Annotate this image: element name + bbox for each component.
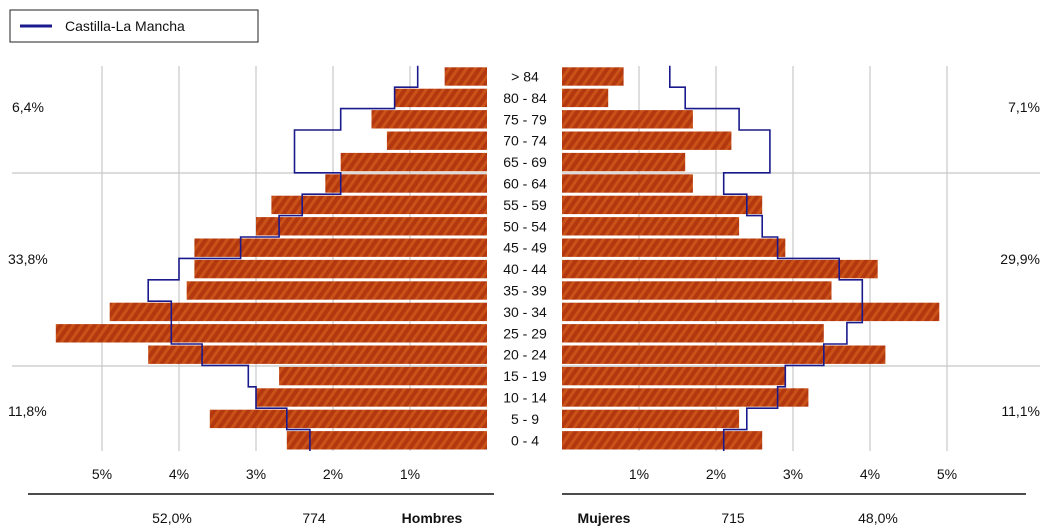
left-old-percent: 6,4% [12,99,44,115]
mujeres-bar-4 [562,345,886,364]
mujeres-bar-2 [562,388,809,407]
hombres-bar-17 [444,67,487,86]
x-tick-label-left: 3% [246,466,266,482]
mujeres-bar-13 [562,152,686,172]
x-tick-label-right: 2% [706,466,726,482]
mujeres-bar-1 [562,409,740,429]
hombres-bar-7 [186,281,487,300]
hombres-bar-15 [371,110,487,129]
left-middle-percent: 33,8% [8,251,48,267]
x-tick-label-right: 1% [629,466,649,482]
hombres-bar-11 [271,195,487,215]
mujeres-bar-0 [562,431,763,450]
mujeres-bar-12 [562,174,693,193]
age-group-labels: 0 - 4 5 - 9 10 - 14 15 - 19 20 - 24 25 - 29 30… [503,69,547,449]
group-percent-labels: 6,4% 33,8% 11,8% 7,1% 29,9% 11,1% [8,99,1040,419]
region-line-hombres [147,65,419,451]
hombres-bar-3 [279,366,487,386]
hombres-bar-16 [394,88,487,108]
hombres-bar-1 [209,409,488,429]
mujeres-percent: 48,0% [858,510,898,526]
mujeres-bar-14 [562,131,732,150]
mujeres-bar-5 [562,324,824,343]
hombres-bars [55,67,488,450]
age-group-label: 25 - 29 [503,325,547,341]
age-group-label: 40 - 44 [503,261,547,277]
age-group-label: 60 - 64 [503,176,547,192]
age-group-label: 10 - 14 [503,390,547,406]
age-group-label: 50 - 54 [503,218,547,234]
x-tick-label-right: 3% [783,466,803,482]
legend-label: Castilla-La Mancha [65,18,185,34]
age-group-label: 20 - 24 [503,347,547,363]
age-group-label: 70 - 74 [503,133,547,149]
mujeres-bar-8 [562,259,878,279]
age-group-label: 65 - 69 [503,154,547,170]
mujeres-bar-11 [562,195,763,215]
hombres-bar-10 [256,217,487,236]
age-group-label: 55 - 59 [503,197,547,213]
mujeres-bars [562,67,940,450]
x-tick-label-left: 5% [92,466,112,482]
hombres-bar-5 [55,324,488,343]
left-young-percent: 11,8% [8,403,47,419]
age-group-label: 45 - 49 [503,240,547,256]
hombres-bar-8 [194,259,487,279]
age-group-label: > 84 [511,69,539,85]
hombres-bar-12 [325,174,487,193]
legend: Castilla-La Mancha [9,9,259,43]
mujeres-bar-7 [562,281,832,300]
right-middle-percent: 29,9% [1000,251,1040,267]
x-tick-labels: 5% 4% 3% 2% 1% 1% 2% 3% 4% 5% [92,466,957,482]
hombres-bar-0 [286,431,487,450]
region-line-mujeres [669,65,864,451]
mujeres-bar-3 [562,366,786,386]
x-tick-label-right: 4% [860,466,880,482]
hombres-bar-6 [109,302,487,322]
age-group-label: 15 - 19 [503,368,547,384]
mujeres-bar-15 [562,110,693,129]
mujeres-bar-6 [562,302,940,322]
age-group-label: 0 - 4 [511,432,539,448]
mujeres-count: 715 [721,510,745,526]
mujeres-bar-10 [562,217,740,236]
hombres-bar-4 [148,345,487,364]
castilla-la-mancha-lines [147,65,864,451]
right-old-percent: 7,1% [1008,99,1040,115]
right-young-percent: 11,1% [1001,403,1040,419]
age-group-label: 30 - 34 [503,304,547,320]
mujeres-bar-17 [562,67,624,86]
hombres-label: Hombres [402,510,463,526]
x-tick-label-left: 2% [323,466,343,482]
mujeres-bar-16 [562,88,609,108]
hombres-bar-9 [194,238,487,257]
x-tick-label-right: 5% [937,466,957,482]
mujeres-label: Mujeres [578,510,631,526]
hombres-bar-2 [256,388,487,407]
age-group-label: 5 - 9 [511,411,539,427]
mujeres-bar-9 [562,238,786,257]
hombres-bar-13 [340,152,487,172]
x-tick-label-left: 1% [400,466,420,482]
footer: 52,0% 774 Hombres Mujeres 715 48,0% [28,493,1026,526]
age-group-label: 75 - 79 [503,111,547,127]
x-tick-label-left: 4% [169,466,189,482]
hombres-count: 774 [302,510,326,526]
age-group-label: 35 - 39 [503,283,547,299]
hombres-bar-14 [386,131,487,150]
age-group-label: 80 - 84 [503,90,547,106]
hombres-percent: 52,0% [152,510,192,526]
